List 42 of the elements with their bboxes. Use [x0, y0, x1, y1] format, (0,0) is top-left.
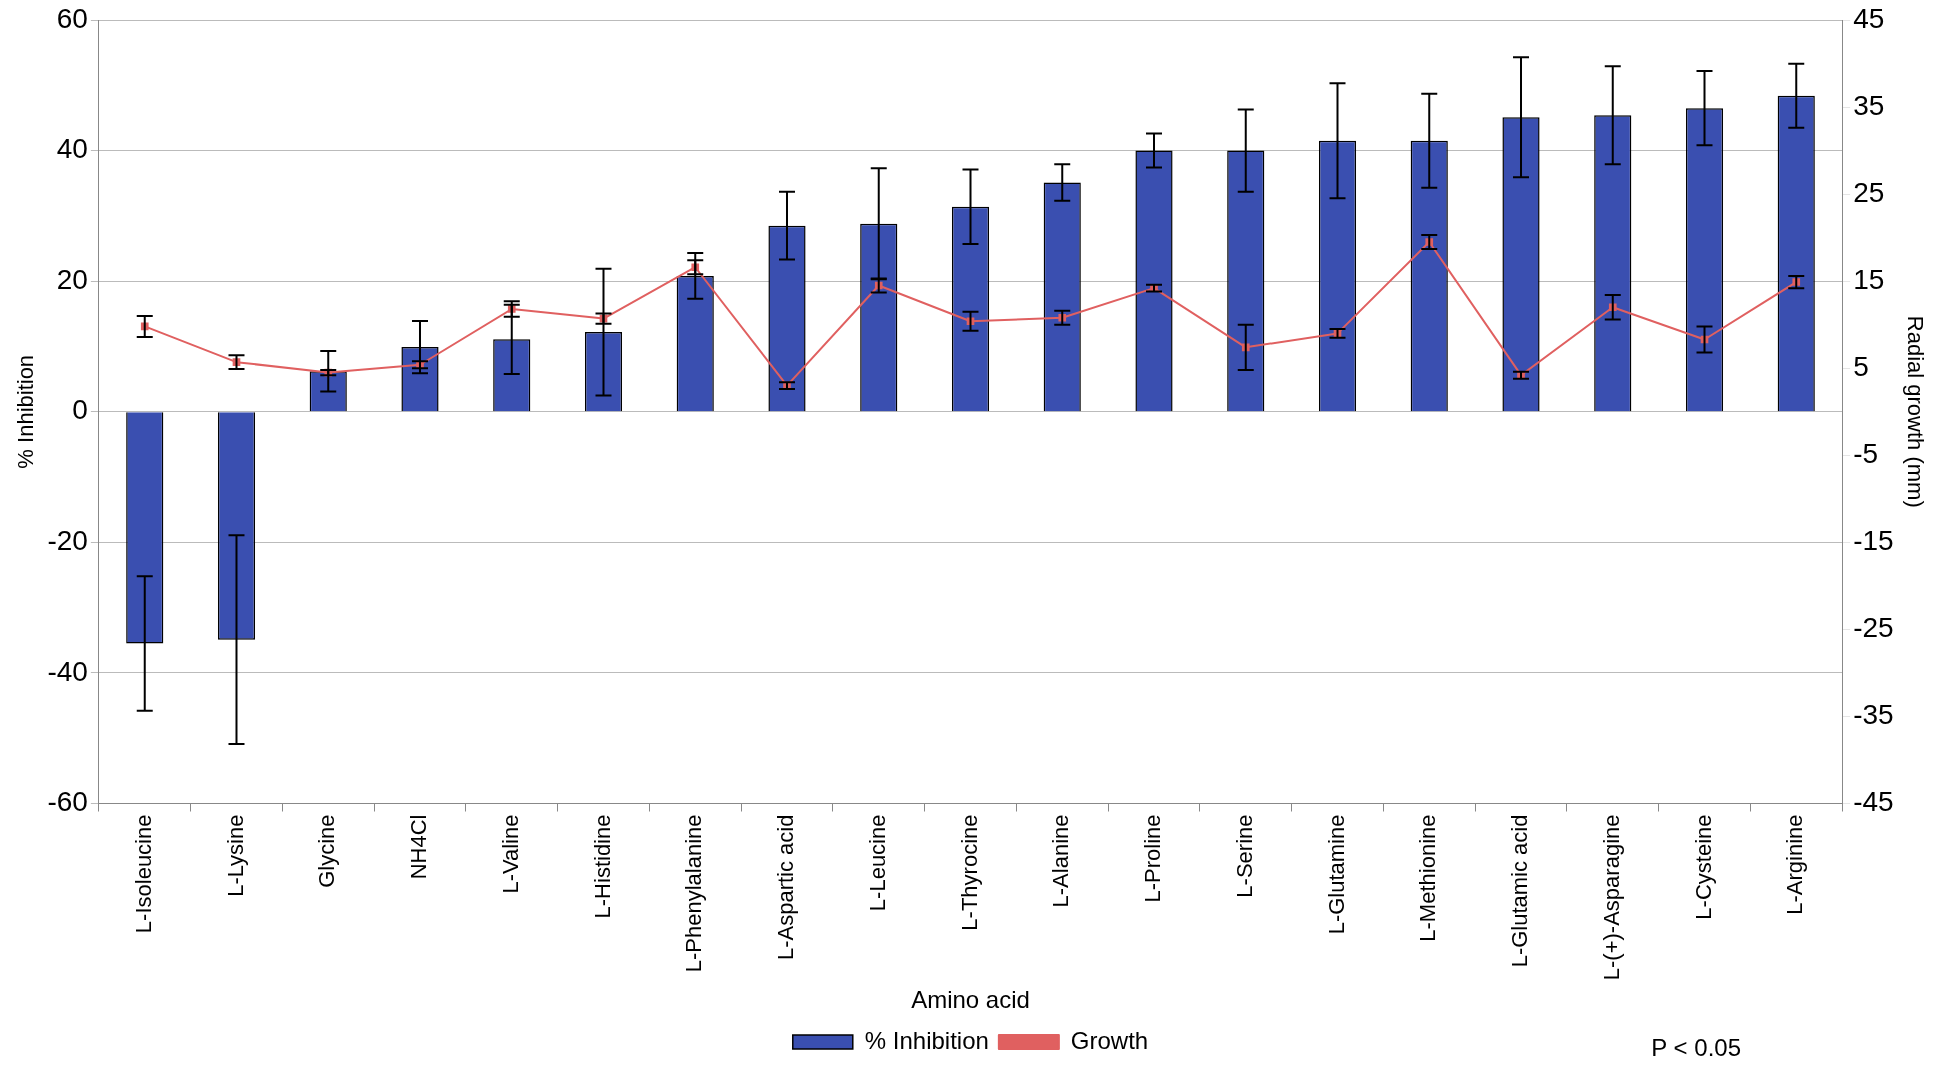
y2-tick-label: -25: [1853, 612, 1894, 644]
y-tick-label: -60: [47, 786, 88, 818]
x-tick-label: L-(+)-Asparagine: [1598, 814, 1624, 981]
y2-tick-label: 25: [1853, 176, 1885, 208]
x-tick-label: L-Lysine: [222, 814, 248, 897]
x-tick-label: L-Arginine: [1782, 814, 1808, 915]
y2-tick-label: -15: [1853, 525, 1894, 557]
y2-tick-label: 45: [1853, 2, 1885, 34]
legend-label: % Inhibition: [864, 1026, 989, 1054]
y-tick-label: 20: [56, 263, 88, 295]
y-axis-title: % Inhibition: [13, 354, 39, 469]
x-tick-label: L-Cysteine: [1690, 814, 1716, 920]
x-tick-label: L-Valine: [497, 814, 523, 894]
y2-axis-title: Radial growth (mm): [1902, 315, 1928, 508]
x-tick-label: L-Aspartic acid: [773, 814, 799, 961]
x-tick-label: L-Thyrocine: [956, 814, 982, 931]
x-axis-title: Amino acid: [911, 986, 1030, 1014]
x-tick-label: L-Methionine: [1415, 814, 1441, 942]
text: P < 0.05: [1651, 1033, 1741, 1061]
x-tick-label: L-Histidine: [589, 814, 615, 919]
legend-label: Growth: [1070, 1026, 1149, 1054]
x-tick-label: L-Phenylalanine: [681, 814, 707, 973]
x-tick-label: NH4Cl: [406, 814, 432, 880]
x-tick-label: L-Glutamic acid: [1507, 814, 1533, 968]
x-tick-label: L-Serine: [1231, 814, 1257, 898]
y-tick-label: -20: [47, 525, 88, 557]
y-tick-label: 60: [56, 2, 88, 34]
x-tick-label: L-Alanine: [1048, 814, 1074, 908]
y2-tick-label: 5: [1853, 350, 1869, 382]
y2-tick-label: 35: [1853, 89, 1885, 121]
y-tick-label: -40: [47, 655, 88, 687]
y2-tick-label: -5: [1853, 438, 1879, 469]
y-tick-label: 40: [56, 133, 88, 165]
y2-tick-label: 15: [1853, 263, 1885, 295]
x-tick-label: L-Leucine: [864, 814, 890, 912]
y2-tick-label: -35: [1853, 699, 1894, 731]
y2-tick-label: -45: [1853, 786, 1894, 818]
x-tick-label: L-Glutamine: [1323, 814, 1349, 935]
y-tick-label: 0: [72, 394, 88, 426]
x-tick-label: L-Proline: [1140, 814, 1166, 903]
x-tick-label: L-Isoleucine: [130, 814, 156, 934]
x-tick-label: Glycine: [314, 814, 340, 888]
